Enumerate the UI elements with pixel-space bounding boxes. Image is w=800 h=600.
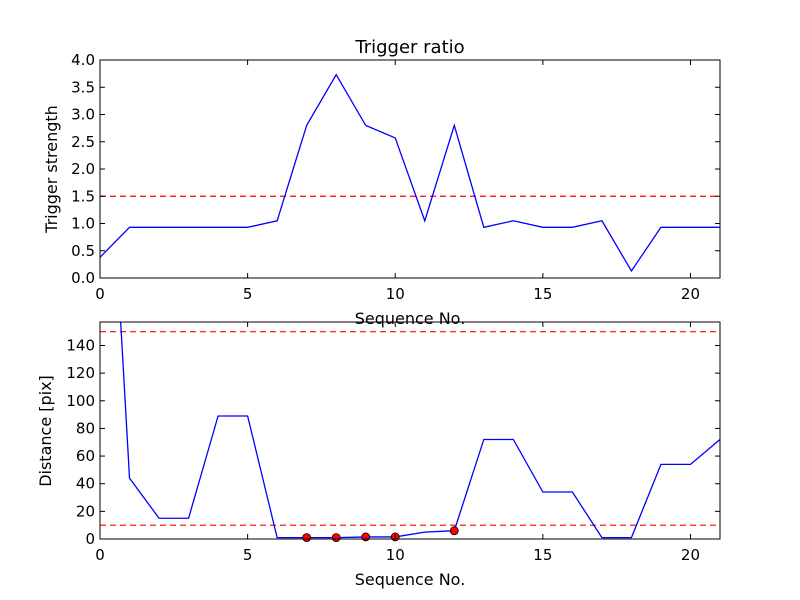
series-line <box>120 322 720 539</box>
x-tick-label: 15 <box>533 285 552 303</box>
x-tick-label: 5 <box>243 285 253 303</box>
x-axis-label: Sequence No. <box>355 309 466 328</box>
y-tick-label: 4.0 <box>71 51 95 69</box>
axes-frame <box>99 321 721 540</box>
y-tick-label: 60 <box>76 447 95 465</box>
y-tick-label: 0 <box>85 530 95 548</box>
data-point-marker <box>331 533 341 543</box>
y-tick-label: 0.5 <box>71 242 95 260</box>
data-point-marker <box>449 526 459 536</box>
x-tick-label: 10 <box>386 546 405 564</box>
y-tick-label: 0.0 <box>71 269 95 287</box>
y-tick-label: 20 <box>76 502 95 520</box>
data-point-marker <box>361 532 371 542</box>
x-tick-label: 0 <box>95 285 105 303</box>
plot-area: 0 5 10 15 20 0.0 0.5 1.0 1.5 2.0 2.5 3.0 3.5 4.0 <box>71 51 721 303</box>
x-tick-label: 5 <box>243 546 253 564</box>
x-axis-label: Sequence No. <box>355 570 466 589</box>
y-tick-label: 2.0 <box>71 160 95 178</box>
y-tick-label: 1.0 <box>71 215 95 233</box>
plot-area: 0 5 10 15 20 0 20 40 60 80 100 120 140 <box>66 321 721 564</box>
y-tick-label: 40 <box>76 475 95 493</box>
x-tick-label: 10 <box>386 285 405 303</box>
x-tick-label: 20 <box>681 546 700 564</box>
data-point-marker <box>302 533 312 543</box>
trigger-ratio-panel: Trigger ratio 0 5 10 15 20 0.0 0.5 1.0 1.5 2.0 2.5… <box>42 37 721 328</box>
y-axis-label: Distance [pix] <box>36 375 55 487</box>
x-tick-label: 0 <box>95 546 105 564</box>
x-tick-label: 20 <box>681 285 700 303</box>
y-tick-label: 100 <box>66 392 95 410</box>
x-tick-label: 15 <box>533 546 552 564</box>
y-tick-label: 120 <box>66 364 95 382</box>
y-tick-label: 2.5 <box>71 133 95 151</box>
y-tick-label: 140 <box>66 336 95 354</box>
chart-title: Trigger ratio <box>354 37 464 58</box>
y-tick-label: 3.0 <box>71 106 95 124</box>
y-tick-label: 1.5 <box>71 187 95 205</box>
y-tick-label: 3.5 <box>71 78 95 96</box>
y-axis-label: Trigger strength <box>42 105 61 234</box>
series-line <box>100 73 720 273</box>
y-tick-label: 80 <box>76 419 95 437</box>
